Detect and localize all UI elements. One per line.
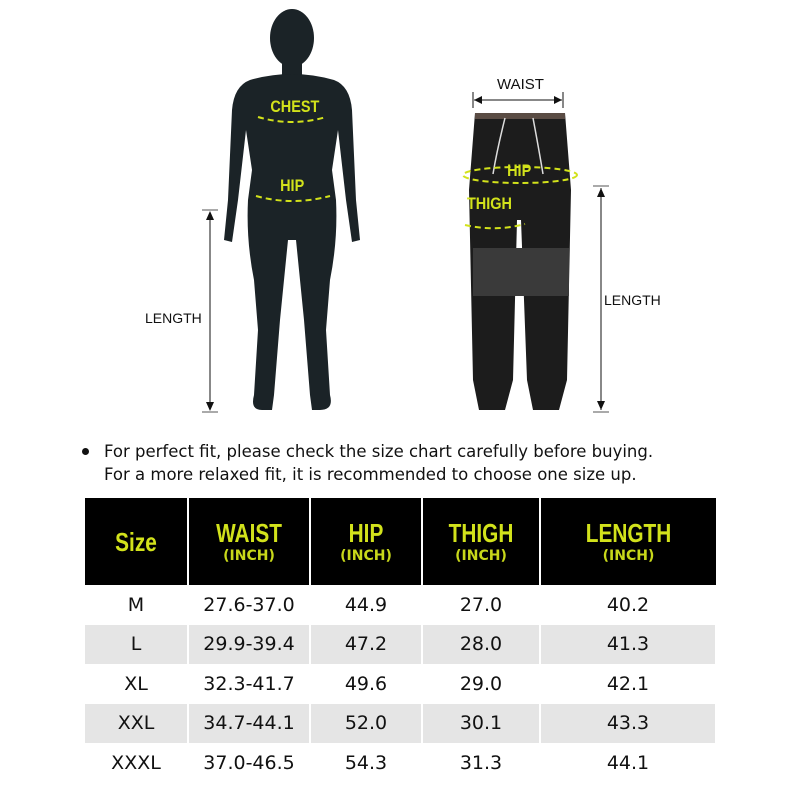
bullet-icon [82,448,89,455]
cell-size: XXXL [85,743,189,783]
table-row: XXL 34.7-44.1 52.0 30.1 43.3 [85,703,717,743]
table-header-row: Size WAIST (INCH) HIP (INCH) THIGH (INCH) L… [85,498,716,585]
cell-thigh: 27.0 [422,585,541,625]
body-silhouette [224,9,360,410]
note-line-2: For a more relaxed fit, it is recommende… [104,465,637,484]
cell-size: M [85,585,189,625]
body-length-label: LENGTH [145,310,202,326]
pants-length-label: LENGTH [604,292,661,308]
cell-length: 40.2 [540,585,717,625]
cell-waist: 27.6-37.0 [188,585,311,625]
pants-length-arrow-icon [593,185,609,413]
header-length: LENGTH (INCH) [540,498,716,585]
size-table: Size WAIST (INCH) HIP (INCH) THIGH (INCH) L… [85,498,717,783]
body-length-arrow-icon [202,209,218,413]
cell-length: 44.1 [540,743,717,783]
cell-length: 42.1 [540,664,717,704]
header-hip: HIP (INCH) [310,498,423,585]
pants-hip-label: HIP [507,161,532,180]
cell-waist: 29.9-39.4 [188,624,311,664]
table-row: M 27.6-37.0 44.9 27.0 40.2 [85,585,717,625]
header-thigh: THIGH (INCH) [422,498,541,585]
table-row: L 29.9-39.4 47.2 28.0 41.3 [85,624,717,664]
cell-thigh: 30.1 [422,703,541,743]
cell-size: XXL [85,703,189,743]
note-line-1: For perfect fit, please check the size c… [104,442,654,461]
header-size: Size [85,498,189,585]
cell-hip: 49.6 [310,664,423,704]
fit-note: For perfect fit, please check the size c… [80,440,760,486]
waist-label: WAIST [497,76,544,93]
body-hip-label: HIP [280,176,305,195]
cell-length: 41.3 [540,624,717,664]
cell-hip: 47.2 [310,624,423,664]
cell-hip: 44.9 [310,585,423,625]
header-waist: WAIST (INCH) [188,498,311,585]
cell-thigh: 29.0 [422,664,541,704]
cell-thigh: 31.3 [422,743,541,783]
waist-arrow-icon [472,92,564,108]
cell-waist: 32.3-41.7 [188,664,311,704]
cell-hip: 52.0 [310,703,423,743]
cell-size: L [85,624,189,664]
cell-length: 43.3 [540,703,717,743]
table-row: XL 32.3-41.7 49.6 29.0 42.1 [85,664,717,704]
chest-label: CHEST [270,97,320,116]
cell-waist: 37.0-46.5 [188,743,311,783]
thigh-label: THIGH [466,194,512,213]
pants-illustration [462,113,578,410]
cell-size: XL [85,664,189,704]
cell-waist: 34.7-44.1 [188,703,311,743]
table-row: XXXL 37.0-46.5 54.3 31.3 44.1 [85,743,717,783]
cell-hip: 54.3 [310,743,423,783]
cell-thigh: 28.0 [422,624,541,664]
